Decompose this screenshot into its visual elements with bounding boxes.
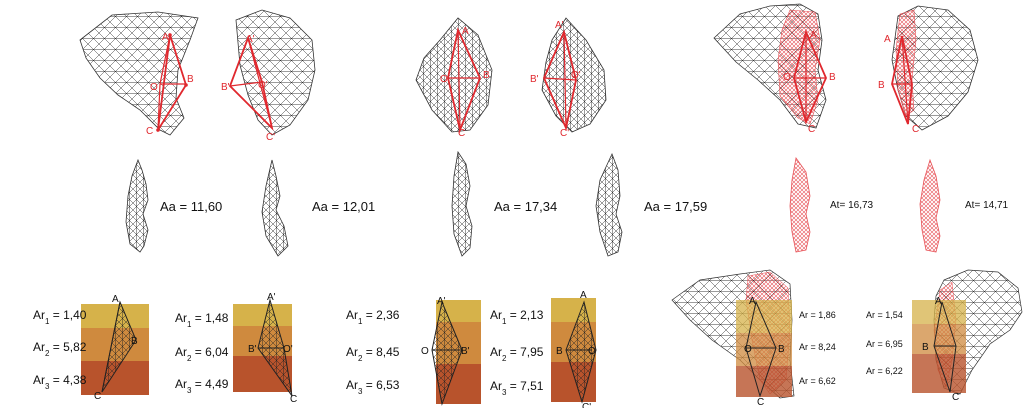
ratio-ar1-4: Ar1 = 2,13 (490, 308, 544, 326)
region-panel-3: A' O B' (421, 296, 481, 406)
ratio-ar1-5: Ar = 1,86 (799, 310, 836, 320)
point-label-c: C (146, 126, 153, 137)
point-label-c: C (912, 124, 919, 135)
ratio-ar2-5: Ar = 8,24 (799, 342, 836, 352)
area-value-at-2: At= 14,71 (965, 200, 1009, 211)
point-label-c: C (290, 394, 297, 405)
point-label-o-prime: O' (258, 80, 268, 91)
ratio-ar2-4: Ar2 = 7,95 (490, 345, 544, 363)
point-label-o: O (150, 82, 158, 93)
ratio-ar3-2: Ar3 = 4,49 (175, 377, 229, 395)
point-label-a: A (462, 26, 469, 37)
ratio-ar3-6: Ar = 6,22 (866, 366, 903, 376)
mesh-model-3b: A B C (878, 5, 979, 135)
point-label-o: O (440, 74, 448, 85)
point-label-o: O (421, 346, 429, 357)
ratio-ar3-5: Ar = 6,62 (799, 376, 836, 386)
ratio-labels-4: Ar1 = 2,13 Ar2 = 7,95 Ar3 = 7,51 (490, 308, 544, 397)
area-value-aa-4: Aa = 17,59 (644, 199, 707, 214)
mesh-model-3a: A B O C (713, 3, 836, 135)
area-value-at-1: At= 16,73 (830, 200, 874, 211)
ratio-ar3-3: Ar3 = 6,53 (346, 378, 400, 396)
mesh-model-1b: A' B' O' C' (221, 9, 316, 143)
point-label-a: A (810, 30, 817, 41)
point-label-b: B (483, 70, 490, 81)
mesh-model-2b: A' B' O' C' (530, 17, 607, 139)
point-label-c: C (94, 391, 101, 402)
ratio-labels-1: Ar1 = 1,40 Ar2 = 5,82 Ar3 = 4,38 (33, 308, 87, 391)
region-panel-6: A B C (912, 269, 1023, 403)
point-label-b: B (878, 80, 885, 91)
point-label-a: A (112, 294, 119, 305)
area-value-aa-2: Aa = 12,01 (312, 199, 375, 214)
point-label-c: C (458, 128, 465, 139)
ratio-ar3-4: Ar3 = 7,51 (490, 379, 544, 397)
profile-mesh-6 (919, 158, 941, 253)
profile-mesh-5 (789, 156, 811, 253)
mesh-model-2a: A B O C (415, 17, 493, 139)
ratio-ar2-1: Ar2 = 5,82 (33, 340, 87, 358)
point-label-c-prime: C' (266, 132, 275, 143)
point-label-a: A (749, 296, 756, 307)
point-label-o: O (744, 344, 752, 355)
region-panel-4: A B O C' (551, 290, 597, 408)
row2-profiles: Aa = 11,60 Aa = 12,01 Aa = 17,34 Aa = 17… (125, 150, 1009, 257)
point-label-b-prime: B' (530, 74, 539, 85)
point-label-a: A (884, 34, 891, 45)
point-label-o: O (783, 72, 791, 83)
mesh-model-1a: A B O C (79, 11, 199, 137)
ratio-labels-2: Ar1 = 1,48 Ar2 = 6,04 Ar3 = 4,49 (175, 311, 229, 395)
profile-mesh-1 (125, 158, 149, 253)
point-label-o-prime: O' (571, 70, 581, 81)
point-label-a-prime: A' (246, 34, 255, 45)
area-value-aa-1: Aa = 11,60 (160, 199, 222, 214)
point-label-o: O (588, 346, 596, 357)
region-panel-5: A O B C (671, 269, 795, 408)
ratio-ar2-3: Ar2 = 8,45 (346, 345, 400, 363)
ratio-ar1-2: Ar1 = 1,48 (175, 311, 229, 329)
profile-mesh-2 (261, 159, 289, 257)
point-label-b: B (131, 336, 138, 347)
ratio-labels-6: Ar = 1,54 Ar = 6,95 Ar = 6,22 (866, 310, 903, 376)
point-label-a-prime: A' (267, 292, 276, 303)
point-label-b-prime: B' (248, 344, 257, 355)
point-label-c: C (757, 397, 764, 408)
region-panel-1: A B C (81, 294, 149, 402)
ratio-ar3-1: Ar3 = 4,38 (33, 373, 87, 391)
point-label-a-prime: A' (555, 20, 564, 31)
ratio-ar1-3: Ar1 = 2,36 (346, 308, 400, 326)
point-label-b: B (922, 342, 929, 353)
point-label-a-prime: A' (437, 296, 446, 307)
point-label-b: B (829, 72, 836, 83)
row3-region-panels: A B C A' B' O' C A' O B' (33, 269, 1023, 408)
ratio-ar1-6: Ar = 1,54 (866, 310, 903, 320)
point-label-b: B (556, 346, 563, 357)
point-label-a: A (162, 32, 169, 43)
area-value-aa-3: Aa = 17,34 (494, 199, 557, 214)
point-label-c-prime: C' (582, 402, 591, 408)
point-label-b: B (778, 344, 785, 355)
ratio-labels-3: Ar1 = 2,36 Ar2 = 8,45 Ar3 = 6,53 (346, 308, 400, 396)
ratio-ar2-2: Ar2 = 6,04 (175, 345, 229, 363)
point-label-o-prime: O' (283, 344, 293, 355)
point-label-a: A (935, 296, 942, 307)
ratio-ar1-1: Ar1 = 1,40 (33, 308, 87, 326)
point-label-a: A (580, 290, 587, 301)
region-panel-2: A' B' O' C (233, 292, 297, 405)
point-label-b: B (187, 74, 194, 85)
profile-mesh-3 (451, 150, 473, 257)
ratio-ar2-6: Ar = 6,95 (866, 339, 903, 349)
ratio-labels-5: Ar = 1,86 Ar = 8,24 Ar = 6,62 (799, 310, 836, 386)
point-label-c: C (808, 124, 815, 135)
row1-mesh-models: A B O C A' B' O' C' A B O C (79, 3, 979, 143)
point-label-b-prime: B' (461, 346, 470, 357)
profile-mesh-4 (595, 152, 623, 257)
point-label-c: C (952, 392, 959, 403)
point-label-c-prime: C' (560, 128, 569, 139)
point-label-b-prime: B' (221, 82, 230, 93)
